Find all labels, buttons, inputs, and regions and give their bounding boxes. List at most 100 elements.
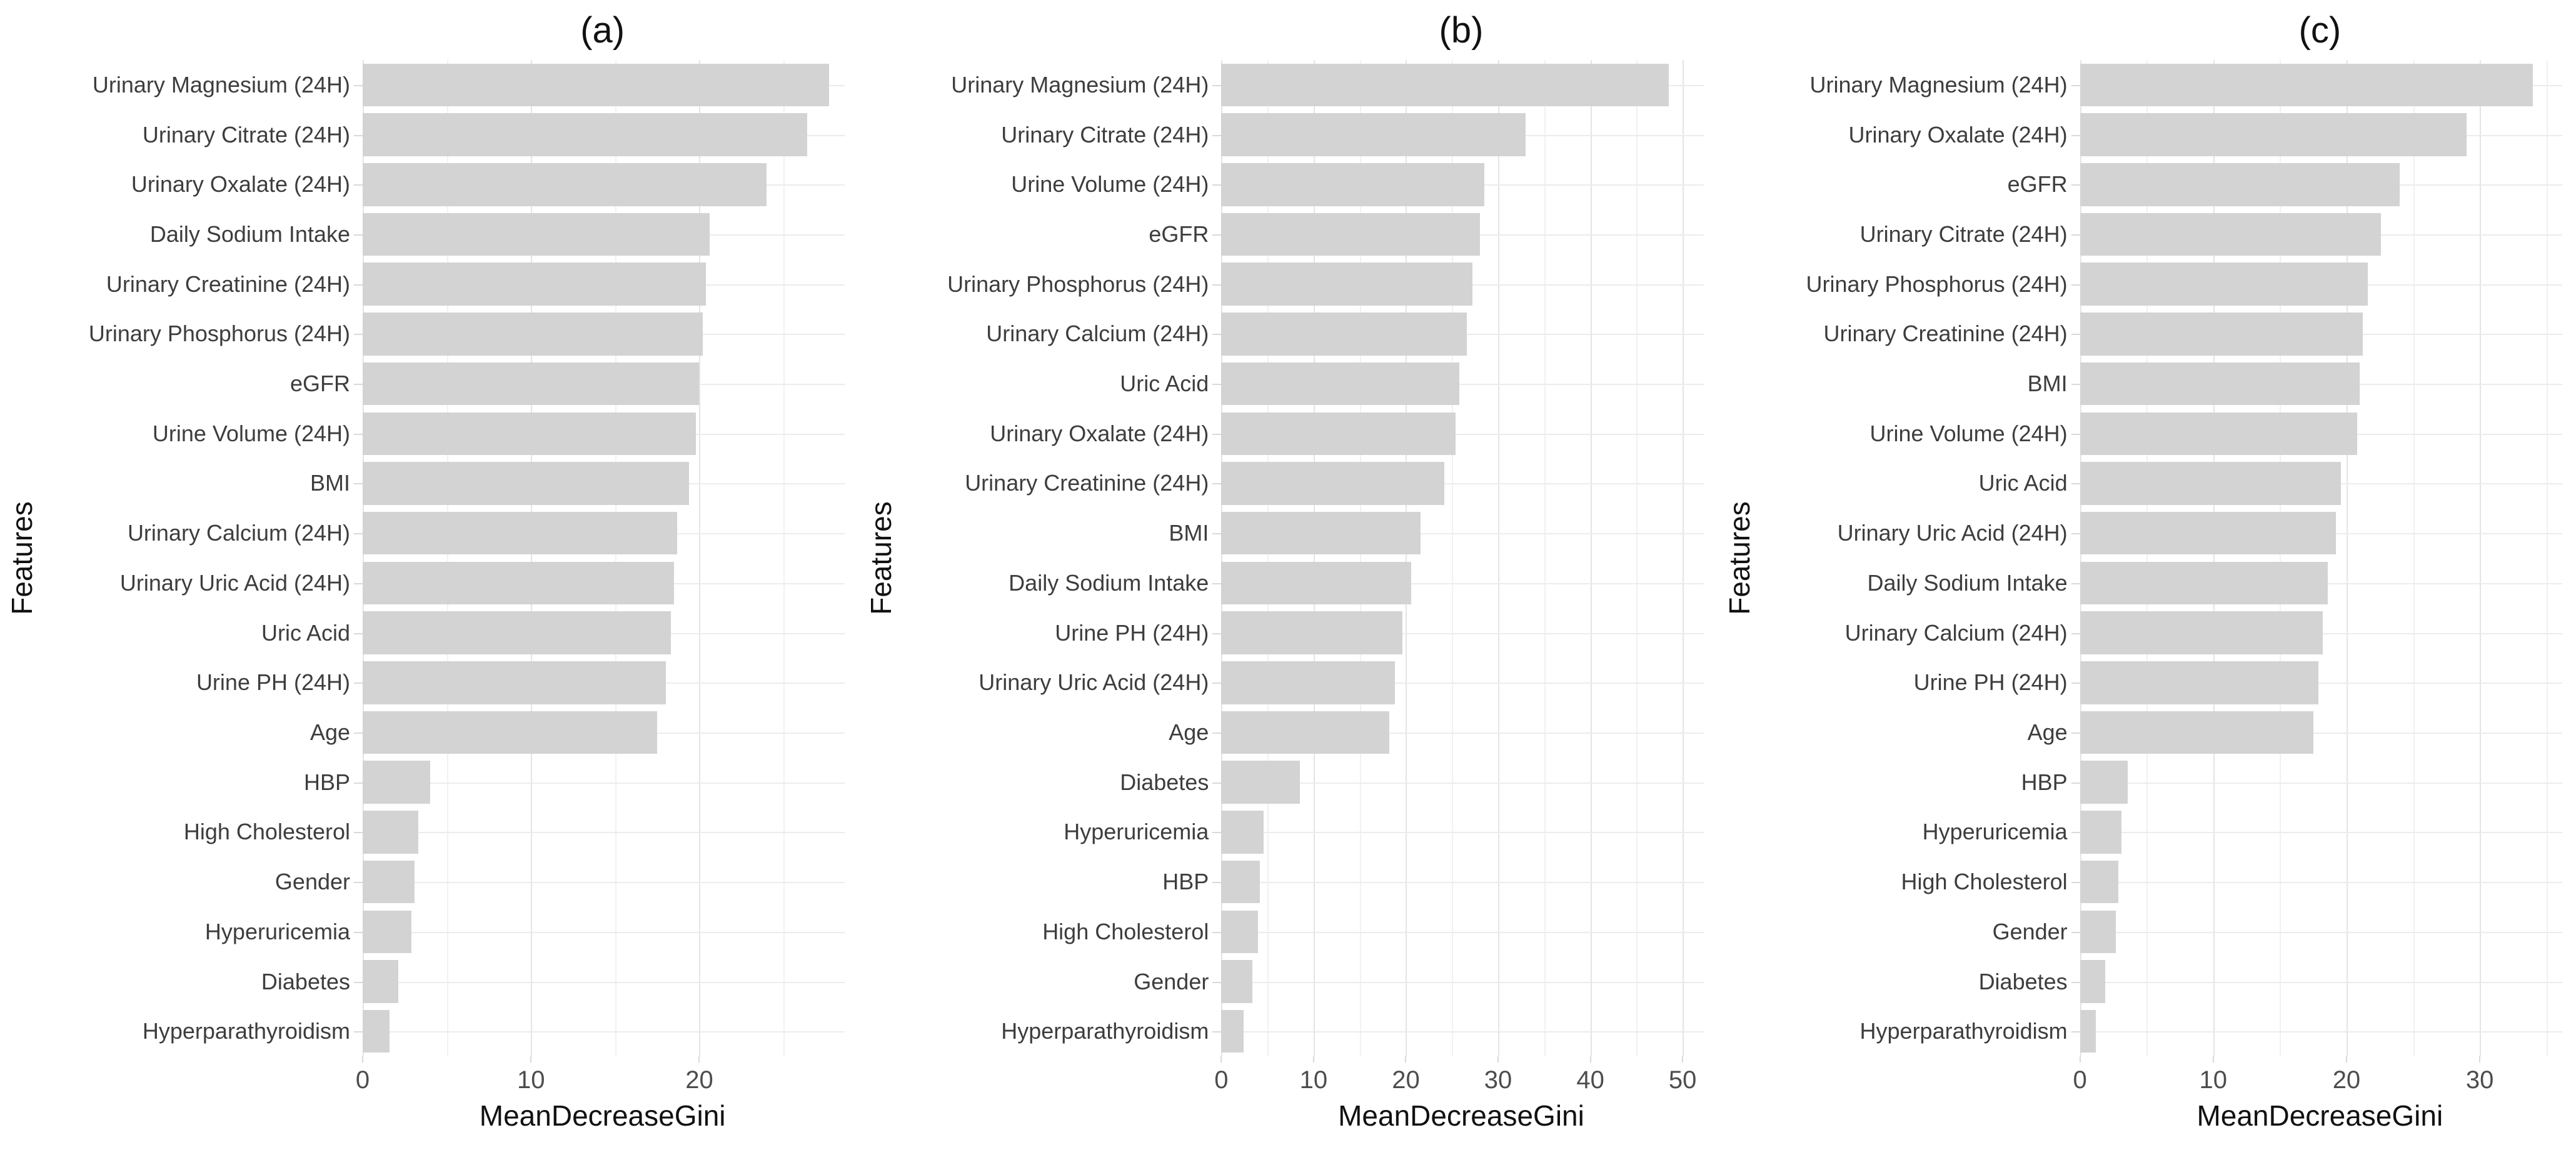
bar-row <box>2080 359 2563 409</box>
bar <box>363 711 658 754</box>
bar-row <box>2080 259 2563 309</box>
category-label: Urinary Calcium (24H) <box>902 309 1222 359</box>
bar-row <box>1221 608 1704 658</box>
category-label: Urinary Creatinine (24H) <box>902 459 1222 509</box>
category-label: Diabetes <box>1761 957 2080 1007</box>
bar <box>2080 212 2382 256</box>
x-tick-label: 10 <box>516 1066 545 1094</box>
panel-a-ylabel-wrap: Features <box>0 60 44 1056</box>
bar-row <box>2080 658 2563 708</box>
panel-a-title: (a) <box>580 9 625 51</box>
gridline-major <box>1683 60 1684 1056</box>
bar <box>363 960 398 1003</box>
bar <box>1221 860 1260 904</box>
bar <box>1221 811 1264 854</box>
gridline-major <box>1406 60 1407 1056</box>
bar-row <box>1221 309 1704 359</box>
category-labels: Urinary Magnesium (24H) Urinary Citrate (… <box>44 60 363 1056</box>
bar-row <box>1221 808 1704 858</box>
bar-row <box>363 907 845 957</box>
x-tick-label: 40 <box>1576 1066 1604 1094</box>
category-label: BMI <box>902 508 1222 558</box>
category-label: Urine Volume (24H) <box>902 159 1222 209</box>
bar <box>2080 811 2121 854</box>
category-label: Urinary Oxalate (24H) <box>902 409 1222 459</box>
panel-c: (c) Features Urinary Magnesium (24H) Urin… <box>1718 0 2576 1150</box>
bar-row <box>1221 259 1704 309</box>
gridline-major <box>363 60 364 1056</box>
bar <box>363 262 707 306</box>
category-label: Urinary Creatinine (24H) <box>44 259 363 309</box>
bar <box>2080 960 2106 1003</box>
bar-row <box>1221 558 1704 608</box>
x-axis-title: MeanDecreaseGini <box>1338 1099 1584 1132</box>
category-label: Hyperparathyroidism <box>902 1006 1222 1056</box>
bar <box>2080 661 2319 704</box>
gridline-minor <box>2546 60 2548 1056</box>
x-axis: 0 10 20 30 40 50 <box>1214 1056 1701 1094</box>
gridline-major <box>1313 60 1315 1056</box>
gridline-major <box>2080 60 2081 1056</box>
panel-b-title: (b) <box>1439 9 1484 51</box>
gridline-minor <box>615 60 616 1056</box>
bar-row <box>2080 907 2563 957</box>
category-label: High Cholesterol <box>902 907 1222 957</box>
gridline-minor <box>783 60 785 1056</box>
x-axis-title: MeanDecreaseGini <box>2196 1099 2443 1132</box>
x-tick-label: 20 <box>685 1066 713 1094</box>
bar <box>363 860 415 904</box>
bar <box>2080 711 2313 754</box>
bar-row <box>2080 1006 2563 1056</box>
bar-row <box>363 209 845 259</box>
bar-row <box>363 708 845 758</box>
bar-row <box>1221 159 1704 209</box>
bar <box>2080 262 2368 306</box>
bar-row <box>2080 459 2563 509</box>
bar-row <box>1221 957 1704 1007</box>
bar <box>2080 312 2363 356</box>
bar <box>1221 362 1460 406</box>
bar-row <box>2080 708 2563 758</box>
bar-row <box>1221 359 1704 409</box>
category-labels: Urinary Magnesium (24H) Urinary Citrate (… <box>902 60 1222 1056</box>
y-axis-title: Features <box>1723 501 1756 615</box>
category-label: Hyperparathyroidism <box>1761 1006 2080 1056</box>
category-label: Urinary Phosphorus (24H) <box>902 259 1222 309</box>
bar-row <box>363 658 845 708</box>
x-tick-label: 30 <box>1484 1066 1512 1094</box>
bar-row <box>2080 60 2563 110</box>
bar <box>363 162 767 206</box>
bar <box>1221 412 1456 456</box>
bar <box>363 362 700 406</box>
gridline-major <box>531 60 533 1056</box>
bar-row <box>2080 309 2563 359</box>
category-label: Urinary Uric Acid (24H) <box>1761 508 2080 558</box>
bar-row <box>1221 708 1704 758</box>
gridline-minor <box>1544 60 1546 1056</box>
category-label: Age <box>44 708 363 758</box>
bar-row <box>2080 209 2563 259</box>
panel-a: (a) Features Urinary Magnesium (24H) Urin… <box>0 0 858 1150</box>
bar <box>2080 611 2323 654</box>
bar <box>2080 362 2360 406</box>
bar-row <box>363 259 845 309</box>
bar <box>1221 113 1526 156</box>
bar <box>363 113 807 156</box>
category-label: HBP <box>902 857 1222 907</box>
bar <box>1221 312 1467 356</box>
x-tick-mark <box>1220 1056 1222 1062</box>
category-label: Uric Acid <box>1761 459 2080 509</box>
bar <box>1221 262 1472 306</box>
bar-row <box>2080 808 2563 858</box>
category-label: Urinary Uric Acid (24H) <box>902 658 1222 708</box>
bar <box>363 661 666 704</box>
gridline-major <box>1498 60 1500 1056</box>
bar-row <box>363 857 845 907</box>
x-tick-mark <box>1682 1056 1684 1062</box>
bar-row <box>363 110 845 160</box>
x-tick-label: 10 <box>2199 1066 2228 1094</box>
bar-row <box>1221 409 1704 459</box>
category-label: Urinary Oxalate (24H) <box>1761 110 2080 160</box>
bar <box>363 1009 390 1053</box>
category-label: Urinary Phosphorus (24H) <box>44 309 363 359</box>
